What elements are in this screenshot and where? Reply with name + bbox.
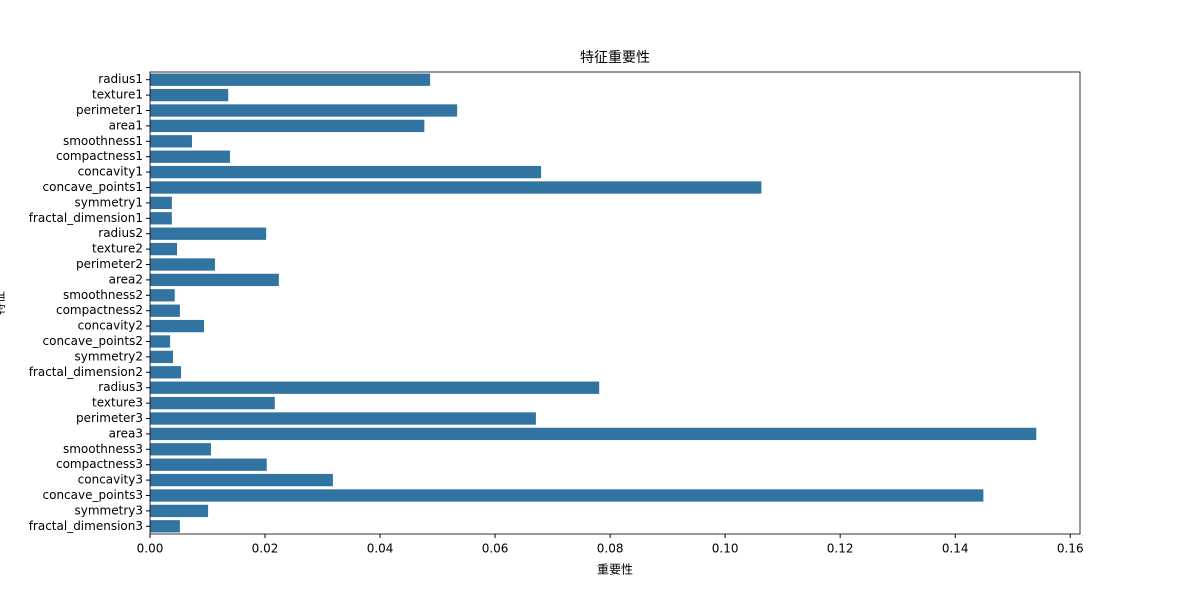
bar (150, 427, 1037, 441)
y-tick-label: fractal_dimension2 (29, 365, 143, 379)
bar (150, 319, 205, 333)
bar (150, 304, 180, 317)
bar (150, 150, 230, 163)
bar (150, 289, 175, 302)
y-tick-label: radius3 (98, 380, 143, 394)
y-tick-label: concave_points2 (43, 334, 143, 348)
bar (150, 135, 192, 148)
y-tick-label: concavity3 (78, 473, 143, 487)
bar (150, 381, 600, 394)
y-tick-label: symmetry1 (75, 195, 144, 209)
x-tick-label: 0.10 (712, 542, 739, 556)
y-axis-label: 特征 (0, 291, 7, 315)
bar (150, 489, 984, 502)
bar (150, 165, 542, 179)
y-tick-label: symmetry2 (75, 349, 144, 363)
x-axis-label: 重要性 (597, 563, 633, 577)
bar (150, 212, 172, 225)
y-tick-label: compactness3 (56, 457, 143, 471)
y-tick-label: concavity1 (78, 165, 143, 179)
bar (150, 73, 431, 86)
bar (150, 473, 333, 487)
y-tick-label: perimeter2 (76, 257, 143, 271)
y-tick-label: concavity2 (78, 319, 143, 333)
y-tick-label: smoothness1 (63, 134, 143, 148)
bar (150, 242, 178, 256)
bar (150, 119, 425, 133)
x-tick-label: 0.08 (597, 542, 624, 556)
bar (150, 396, 275, 410)
y-tick-label: area3 (109, 426, 143, 440)
y-tick-label: radius1 (98, 72, 143, 86)
y-tick-label: texture2 (92, 242, 143, 256)
x-tick-label: 0.00 (137, 542, 164, 556)
bar (150, 196, 172, 210)
bar (150, 104, 458, 117)
y-tick-label: concave_points3 (43, 488, 143, 502)
x-tick-label: 0.04 (367, 542, 394, 556)
y-tick-label: texture1 (92, 88, 143, 102)
x-tick-label: 0.14 (942, 542, 969, 556)
bar (150, 88, 229, 102)
x-tick-label: 0.12 (827, 542, 854, 556)
y-tick-label: smoothness2 (63, 288, 143, 302)
bar (150, 335, 171, 348)
plot-frame (149, 71, 1081, 535)
bar (150, 443, 211, 456)
y-tick-label: area1 (109, 118, 143, 132)
chart-title: 特征重要性 (580, 50, 650, 66)
bar (150, 366, 182, 379)
y-tick-label: radius2 (98, 226, 143, 240)
y-tick-label: perimeter1 (76, 103, 143, 117)
bar (150, 273, 279, 287)
y-tick-label: perimeter3 (76, 411, 143, 425)
x-tick-label: 0.02 (252, 542, 279, 556)
y-tick-label: fractal_dimension3 (29, 519, 143, 533)
bar (150, 350, 174, 364)
y-tick-label: fractal_dimension1 (29, 211, 143, 225)
y-tick-label: concave_points1 (43, 180, 143, 194)
bar (150, 227, 267, 240)
x-tick-label: 0.16 (1057, 542, 1084, 556)
bar (150, 504, 209, 518)
y-tick-label: symmetry3 (75, 503, 144, 517)
y-tick-label: compactness1 (56, 149, 143, 163)
y-tick-label: texture3 (92, 396, 143, 410)
y-tick-label: smoothness3 (63, 442, 143, 456)
bar (150, 258, 215, 271)
bar (150, 520, 180, 533)
bar (150, 181, 762, 194)
x-tick-label: 0.06 (482, 542, 509, 556)
bar (150, 458, 267, 471)
bar (150, 412, 536, 425)
y-tick-label: compactness2 (56, 303, 143, 317)
y-tick-label: area2 (109, 272, 143, 286)
